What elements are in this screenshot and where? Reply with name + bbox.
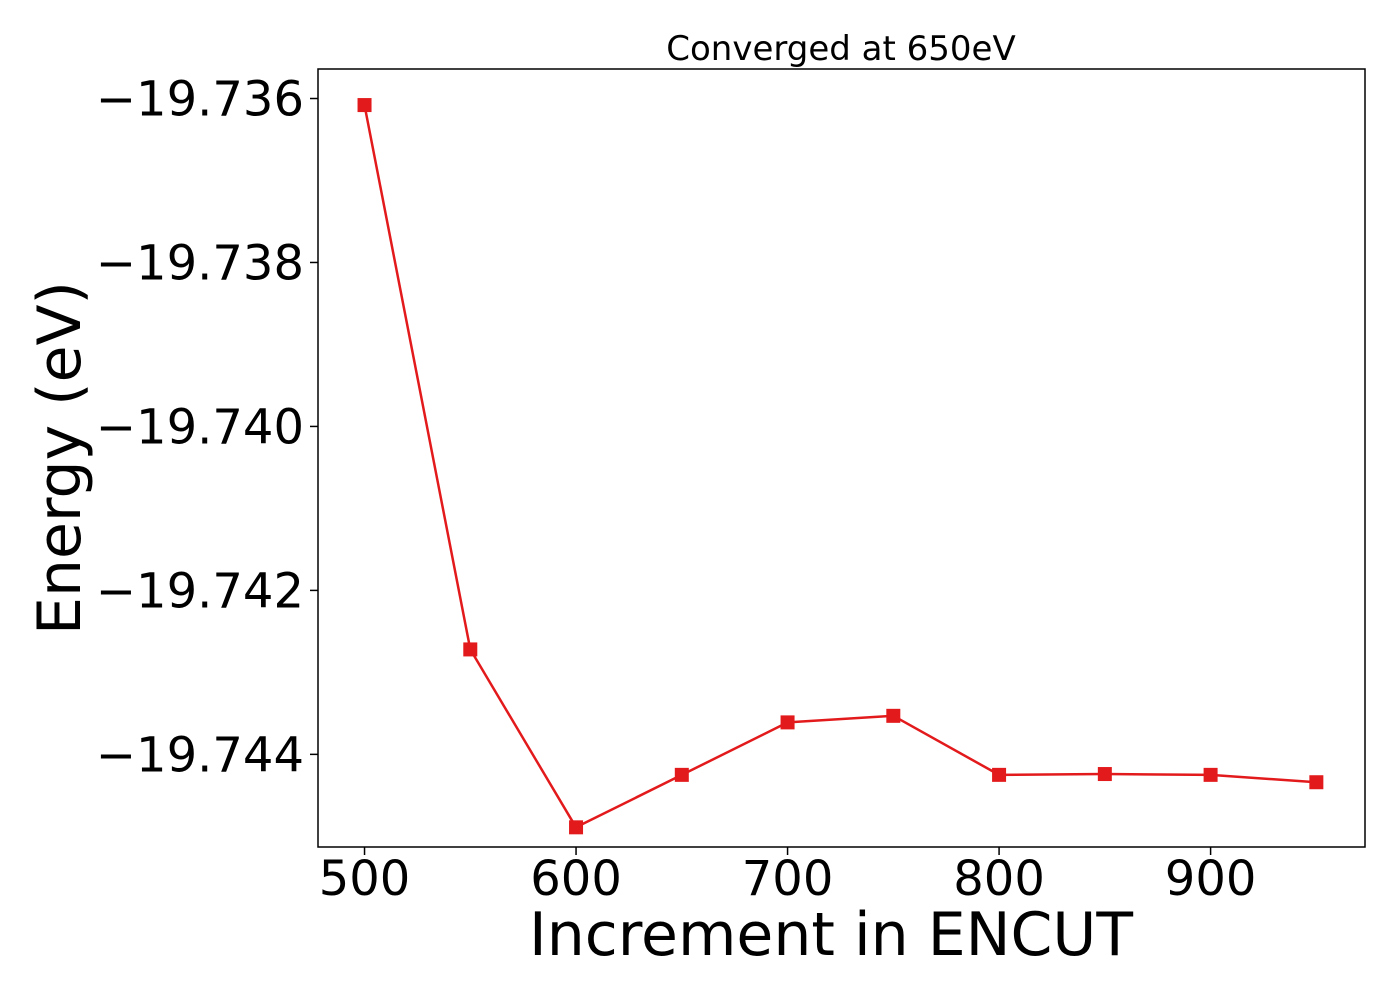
data-point-marker bbox=[357, 98, 372, 113]
x-axis-ticks: 500 600 700 800 900 bbox=[319, 847, 1257, 907]
y-tick-label: −19.736 bbox=[96, 72, 304, 128]
data-point-marker bbox=[1309, 775, 1324, 790]
data-point-marker bbox=[569, 820, 584, 835]
data-point-marker bbox=[886, 708, 901, 723]
y-tick-label: −19.744 bbox=[96, 727, 304, 783]
x-tick-label: 700 bbox=[742, 851, 834, 907]
data-point-marker bbox=[463, 642, 478, 657]
y-axis-label: Energy (eV) bbox=[25, 281, 95, 635]
data-point-marker bbox=[1097, 767, 1112, 782]
series-line bbox=[363, 104, 1317, 829]
x-axis-label: Increment in ENCUT bbox=[529, 900, 1133, 970]
data-point-marker bbox=[1203, 767, 1218, 782]
data-point-marker bbox=[992, 767, 1007, 782]
chart-title: Converged at 650eV bbox=[666, 29, 1015, 69]
y-tick-label: −19.738 bbox=[96, 235, 304, 291]
x-tick-label: 600 bbox=[530, 851, 622, 907]
y-axis-ticks: −19.736 −19.738 −19.740 −19.742 −19.744 bbox=[96, 72, 318, 783]
plot-layer bbox=[357, 98, 1324, 835]
data-point-marker bbox=[780, 715, 795, 730]
data-point-marker bbox=[674, 767, 689, 782]
x-tick-label: 800 bbox=[953, 851, 1045, 907]
x-tick-label: 500 bbox=[319, 851, 411, 907]
y-tick-label: −19.742 bbox=[96, 563, 304, 619]
x-tick-label: 900 bbox=[1165, 851, 1257, 907]
plot-frame bbox=[317, 68, 1366, 848]
y-tick-label: −19.740 bbox=[96, 399, 304, 455]
